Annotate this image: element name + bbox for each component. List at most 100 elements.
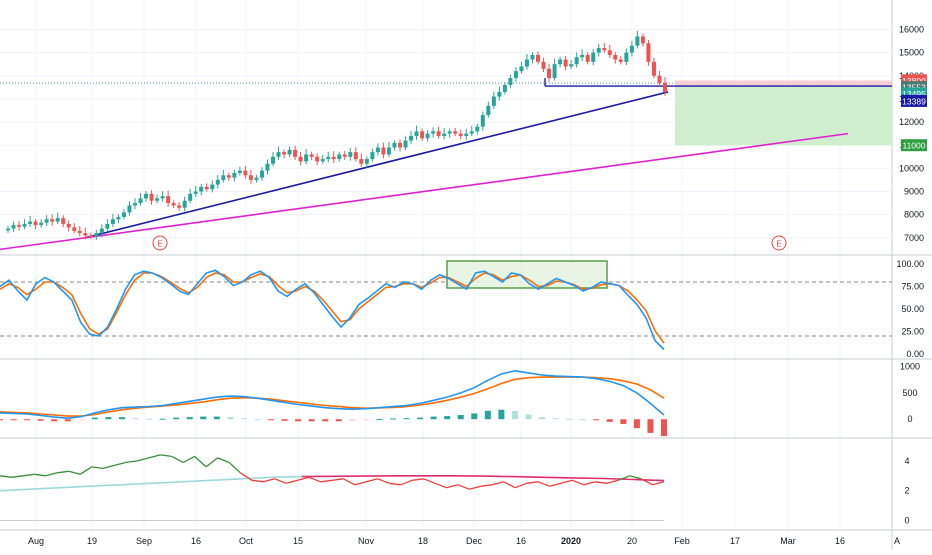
candle-body xyxy=(237,170,242,173)
candle-body xyxy=(199,186,204,192)
candle-body xyxy=(447,131,452,134)
macd-histogram-bar xyxy=(620,419,627,424)
stoch-y-tick: 50.00 xyxy=(901,304,924,314)
candle-body xyxy=(326,156,331,160)
candle-body xyxy=(618,59,623,62)
candle-body xyxy=(204,186,209,190)
macd-histogram-bar xyxy=(213,416,220,420)
ind4-line-segment xyxy=(125,460,138,464)
target-zone xyxy=(675,86,892,146)
y-tick-label: 7000 xyxy=(904,233,924,243)
candle-body xyxy=(657,75,662,83)
candle-body xyxy=(55,218,60,222)
candle-body xyxy=(519,66,524,72)
macd-histogram-bar xyxy=(254,419,261,421)
earnings-marker-label: E xyxy=(776,240,781,249)
ind4-line-segment xyxy=(606,479,619,484)
macd-histogram-bar xyxy=(498,409,505,420)
candle-body xyxy=(486,105,491,116)
x-tick-label: A xyxy=(894,536,900,546)
macd-histogram-bar xyxy=(118,417,125,420)
candle-body xyxy=(381,147,386,155)
candle-body xyxy=(127,205,132,213)
macd-histogram-bar xyxy=(362,419,369,421)
candle-body xyxy=(105,223,110,229)
stoch-d-line xyxy=(0,272,665,344)
candle-body xyxy=(50,219,55,222)
candle-body xyxy=(61,218,66,224)
candle-body xyxy=(629,45,634,53)
macd-histogram-bar xyxy=(51,419,58,422)
y-tick-label: 10000 xyxy=(899,163,924,173)
candle-body xyxy=(646,43,651,62)
candle-body xyxy=(436,131,441,136)
candle-body xyxy=(22,223,27,227)
x-tick-label: Nov xyxy=(358,536,375,546)
candle-body xyxy=(226,175,231,178)
ind4-line-segment xyxy=(640,478,653,486)
candle-body xyxy=(640,36,645,44)
candle-body xyxy=(337,154,342,160)
x-tick-label: Mar xyxy=(780,536,796,546)
candle-body xyxy=(375,147,380,153)
ind4-line-segment xyxy=(652,481,665,486)
candle-body xyxy=(541,61,546,69)
ind4-line-segment xyxy=(171,455,184,463)
ind4-line-segment xyxy=(251,479,264,483)
stop-zone xyxy=(675,80,892,87)
highlight-rectangle xyxy=(446,260,608,289)
macd-line xyxy=(0,369,665,420)
x-tick-label: 16 xyxy=(835,536,845,546)
macd-histogram-bar xyxy=(0,419,3,421)
candle-body xyxy=(502,85,507,92)
stoch-y-tick: 100.00 xyxy=(896,259,924,269)
candle-body xyxy=(232,172,237,178)
candle-body xyxy=(243,170,248,176)
candle-body xyxy=(613,54,618,60)
ind4-line-segment xyxy=(389,482,401,486)
ind4-line-segment xyxy=(34,473,46,477)
ind4-line-segment xyxy=(68,470,81,475)
candle-body xyxy=(469,131,474,134)
ind4-line-segment xyxy=(480,484,493,487)
candle-body xyxy=(215,179,220,185)
candle-body xyxy=(359,159,364,164)
macd-y-tick: 0 xyxy=(907,414,912,424)
x-tick-label: Feb xyxy=(674,536,690,546)
candle-body xyxy=(464,133,469,136)
candle-body xyxy=(585,54,590,62)
ind4-ma-line-upper xyxy=(301,474,665,482)
candle-body xyxy=(271,156,276,164)
candle-body xyxy=(160,196,165,199)
macd-histogram-bar xyxy=(295,419,302,422)
axes-layer: 1600015000140001300012000110001000090008… xyxy=(28,24,927,546)
x-tick-label: Dec xyxy=(466,536,483,546)
macd-histogram-bar xyxy=(566,418,573,420)
x-tick-label: 2020 xyxy=(561,536,581,546)
candle-body xyxy=(348,152,353,157)
candle-body xyxy=(149,193,154,201)
earnings-marker-label: E xyxy=(157,240,162,249)
candle-body xyxy=(94,233,99,237)
macd-histogram-bar xyxy=(552,418,559,420)
ind4-line-segment xyxy=(240,472,253,481)
ind4-line-segment xyxy=(446,484,459,489)
x-tick-label: 19 xyxy=(87,536,97,546)
candle-body xyxy=(480,115,485,127)
ind4-line-segment xyxy=(560,479,573,484)
macd-histogram-bar xyxy=(78,419,85,421)
ind4-line-segment xyxy=(377,478,390,484)
candle-body xyxy=(293,149,298,157)
stoch-k-line xyxy=(0,269,665,351)
earnings-marker xyxy=(152,235,168,251)
ind4-line-segment xyxy=(114,461,127,467)
macd-histogram-bar xyxy=(159,418,166,420)
candle-body xyxy=(28,221,33,224)
ind4-line-segment xyxy=(57,470,69,474)
stoch-y-tick: 75.00 xyxy=(901,282,924,292)
ind4-line-segment xyxy=(423,478,436,484)
ind4-line-segment xyxy=(137,457,149,462)
candle-body xyxy=(166,196,171,204)
candle-body xyxy=(453,131,458,134)
